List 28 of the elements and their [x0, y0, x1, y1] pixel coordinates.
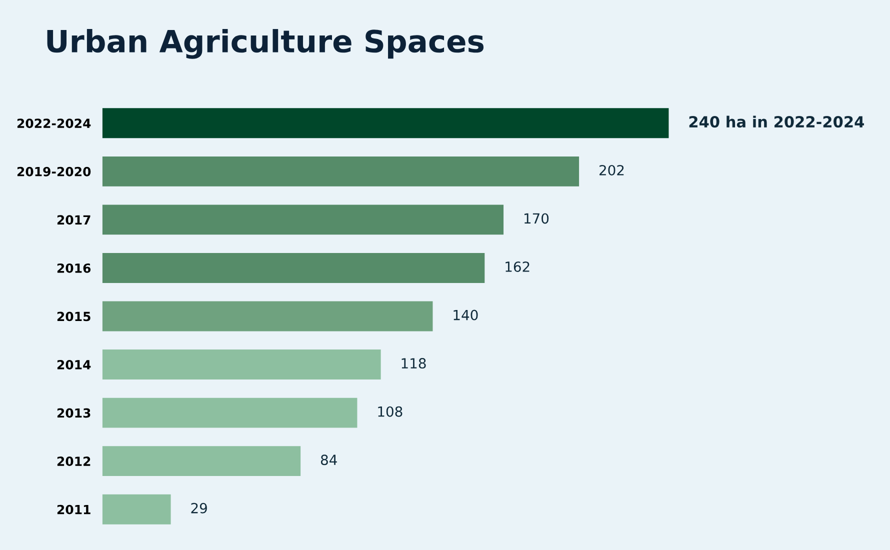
y-tick-label: 2011	[57, 504, 90, 514]
bar	[102, 253, 485, 283]
bar	[102, 398, 358, 428]
chart-title: Urban Agriculture Spaces	[47, 29, 484, 59]
data-label: 202	[600, 164, 624, 176]
y-tick-label: 2012	[57, 456, 90, 466]
data-label: 29	[191, 502, 207, 514]
bar	[102, 494, 171, 524]
data-label: 84	[320, 454, 337, 466]
data-label: 170	[524, 213, 549, 224]
y-tick-label: 2015	[57, 312, 90, 322]
bar	[102, 301, 433, 332]
bar	[102, 108, 669, 138]
data-label: 118	[402, 358, 426, 369]
y-tick-label: 2019-2020	[17, 166, 91, 176]
y-tick-label: 2017	[57, 215, 90, 225]
bar	[102, 204, 504, 235]
data-label: 240 ha in 2022-2024	[689, 116, 864, 128]
y-tick-label: 2013	[57, 408, 90, 418]
bar	[102, 350, 381, 380]
y-tick-label: 2014	[57, 360, 91, 370]
data-label: 162	[506, 261, 530, 272]
y-tick-label: 2016	[57, 263, 91, 273]
data-label: 108	[378, 406, 402, 417]
bar	[102, 156, 580, 186]
bar	[102, 446, 301, 476]
y-tick-label: 2022-2024	[17, 118, 91, 128]
data-label: 140	[454, 310, 478, 320]
